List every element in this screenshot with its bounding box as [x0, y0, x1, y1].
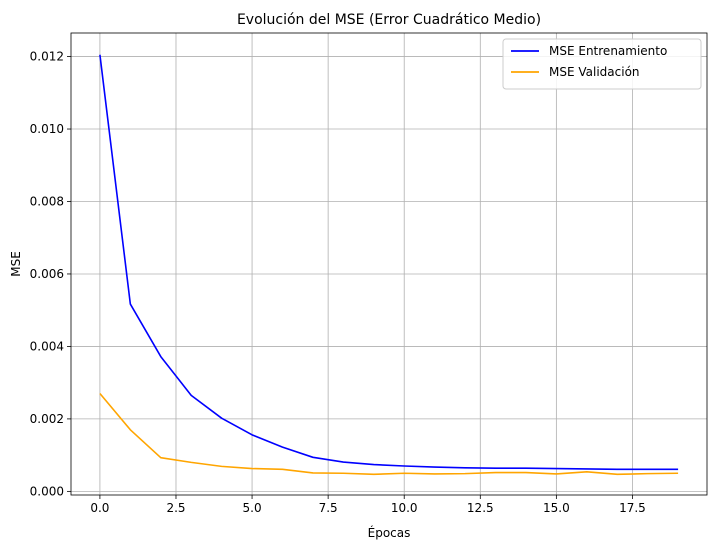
y-tick-label: 0.006	[30, 267, 64, 281]
y-tick-label: 0.002	[30, 412, 64, 426]
y-tick-label: 0.012	[30, 50, 64, 64]
legend-label-validation: MSE Validación	[549, 65, 640, 79]
x-tick-label: 17.5	[619, 501, 646, 515]
x-tick-label: 5.0	[243, 501, 262, 515]
grid	[71, 33, 707, 495]
series-line-validation	[99, 393, 679, 476]
y-tick-label: 0.010	[30, 122, 64, 136]
x-tick-label: 10.0	[391, 501, 418, 515]
x-tick-label: 0.0	[90, 501, 109, 515]
legend-label-training: MSE Entrenamiento	[549, 44, 667, 58]
y-tick-label: 0.004	[30, 339, 64, 353]
chart-title: Evolución del MSE (Error Cuadrático Medi…	[237, 12, 541, 28]
y-tick-label: 0.000	[30, 484, 64, 498]
series-line-training	[99, 54, 679, 471]
x-tick-label: 12.5	[467, 501, 494, 515]
y-axis-label: MSE	[9, 251, 23, 277]
x-tick-label: 15.0	[543, 501, 570, 515]
y-axis: 0.000 0.002 0.004 0.006 0.008 0.010 0.012	[30, 50, 71, 498]
x-axis: 0.0 2.5 5.0 7.5 10.0 12.5 15.0 17.5	[90, 495, 646, 515]
x-tick-label: 7.5	[319, 501, 338, 515]
legend-box	[502, 38, 702, 90]
y-tick-label: 0.008	[30, 194, 64, 208]
x-tick-label: 2.5	[166, 501, 185, 515]
x-axis-label: Épocas	[368, 525, 411, 540]
plot-area-frame	[70, 32, 708, 496]
series-lines	[99, 54, 679, 476]
legend: MSE Entrenamiento MSE Validación	[502, 38, 702, 90]
